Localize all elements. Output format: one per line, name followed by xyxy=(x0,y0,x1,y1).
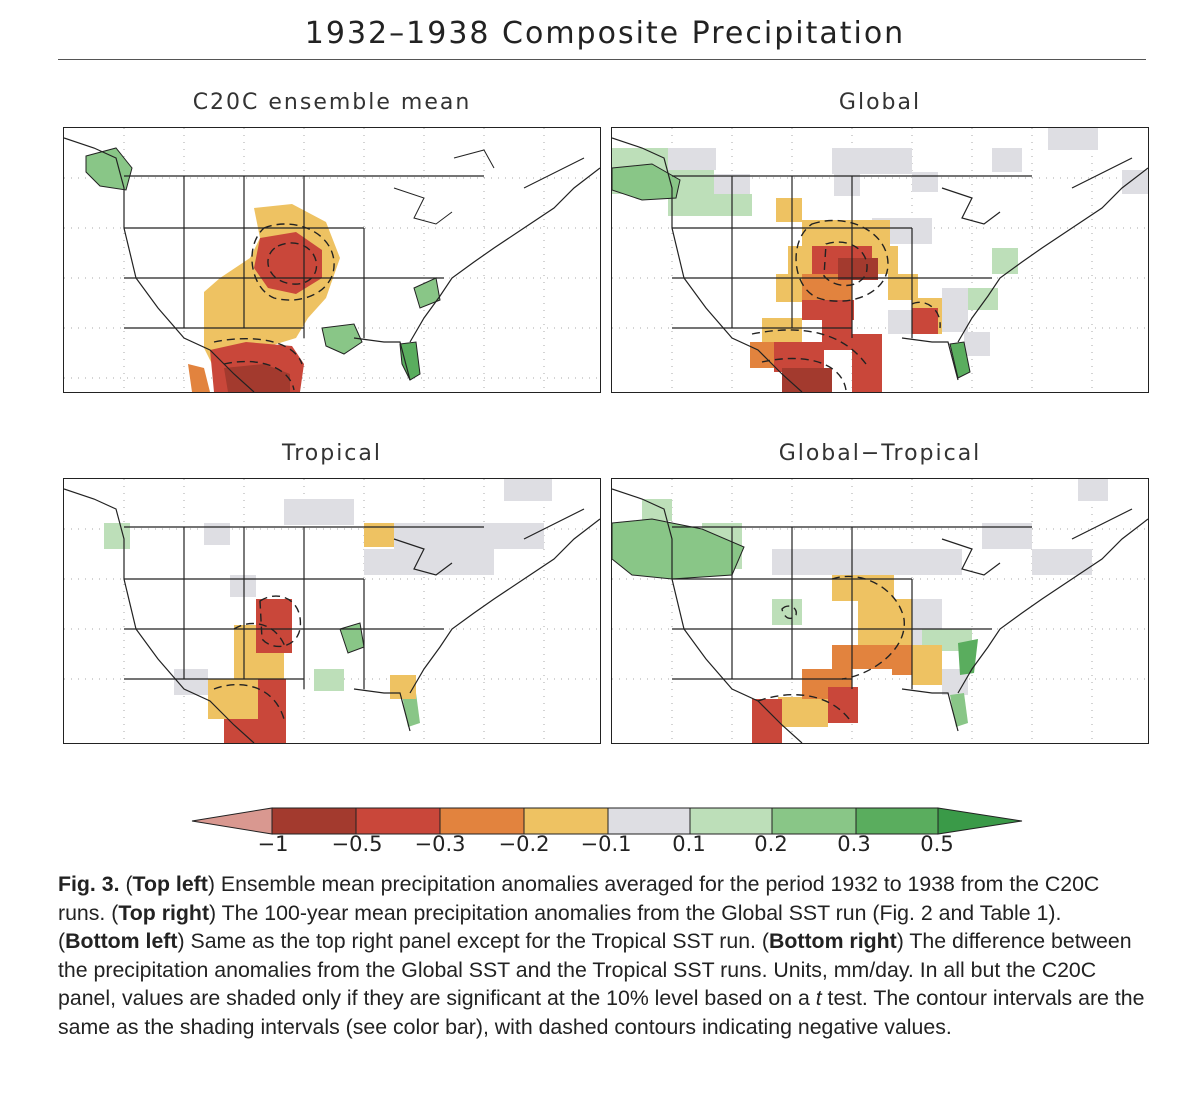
colorbar-svg xyxy=(191,807,1023,835)
colorbar-swatch-2 xyxy=(355,807,441,835)
colorbar-tick-2: −0.3 xyxy=(414,832,466,856)
caption-tr-head: Top right xyxy=(118,900,210,925)
caption-fig-label: Fig. 3. xyxy=(58,872,120,896)
anomaly-green-atlantic xyxy=(413,277,441,309)
caption-t-symbol: t xyxy=(815,986,822,1011)
colorbar-tick-1: −0.5 xyxy=(331,832,383,856)
colorbar-swatch-1 xyxy=(271,807,357,835)
map-c20c-ensemble-mean xyxy=(63,127,601,393)
caption-bl-text: Same as the top right panel except for t… xyxy=(184,929,762,954)
anomaly-green-florida xyxy=(399,341,421,381)
map-global-minus-tropical-svg xyxy=(612,479,1148,743)
colorbar-swatch-3 xyxy=(439,807,525,835)
caption-br-head: Bottom right xyxy=(768,929,897,954)
colorbar-tick-0: −1 xyxy=(257,832,289,856)
map-global-svg xyxy=(612,128,1148,392)
caption-br-text: The difference between the precipitation… xyxy=(58,929,1132,1011)
anomaly-green-southeast xyxy=(321,323,363,355)
anomaly-orange-baja xyxy=(188,364,210,392)
colorbar-swatch-4 xyxy=(523,807,609,835)
anomaly-red-dark-south xyxy=(224,364,290,392)
colorbar xyxy=(190,806,1024,836)
figure-title: 1932–1938 Composite Precipitation xyxy=(304,16,906,51)
colorbar-tick-8: 0.5 xyxy=(920,832,954,856)
caption-tl-head: Top left xyxy=(132,872,208,896)
colorbar-swatch-0 xyxy=(191,807,273,835)
map-tropical xyxy=(63,478,601,744)
colorbar-swatch-6 xyxy=(689,807,773,835)
colorbar-swatch-7 xyxy=(771,807,857,835)
colorbar-tick-5: 0.1 xyxy=(672,832,706,856)
colorbar-tick-6: 0.2 xyxy=(754,832,788,856)
figure-caption: Fig. 3. (Top left) Ensemble mean precipi… xyxy=(58,872,1145,1039)
panel-label-c20c: C20C ensemble mean xyxy=(192,90,472,115)
map-tropical-svg xyxy=(64,479,600,743)
colorbar-swatch-5 xyxy=(607,807,691,835)
caption-tl-text: Ensemble mean precipitation anomalies av… xyxy=(58,872,1100,925)
anomaly-green-florida xyxy=(949,341,971,379)
colorbar-tick-4: −0.1 xyxy=(580,832,632,856)
anomaly-green-nw-core xyxy=(612,163,681,201)
panel-label-global-minus-tropical: Global−Tropical xyxy=(778,441,982,466)
colorbar-tick-7: 0.3 xyxy=(837,832,871,856)
panel-label-global: Global xyxy=(838,90,922,115)
map-c20c-svg xyxy=(64,128,600,392)
colorbar-swatch-8 xyxy=(855,807,939,835)
panel-label-tropical: Tropical xyxy=(282,441,382,466)
caption-tail-text: test. The contour intervals are the same… xyxy=(58,986,1145,1039)
colorbar-swatch-9 xyxy=(937,807,1023,835)
map-global xyxy=(611,127,1149,393)
colorbar-tick-3: −0.2 xyxy=(498,832,550,856)
title-rule xyxy=(58,59,1146,60)
map-global-minus-tropical xyxy=(611,478,1149,744)
anomaly-green-northwest xyxy=(85,147,133,191)
caption-tr-text: The 100-year mean precipitation anomalie… xyxy=(216,900,1062,925)
caption-bl-head: Bottom left xyxy=(65,929,178,954)
